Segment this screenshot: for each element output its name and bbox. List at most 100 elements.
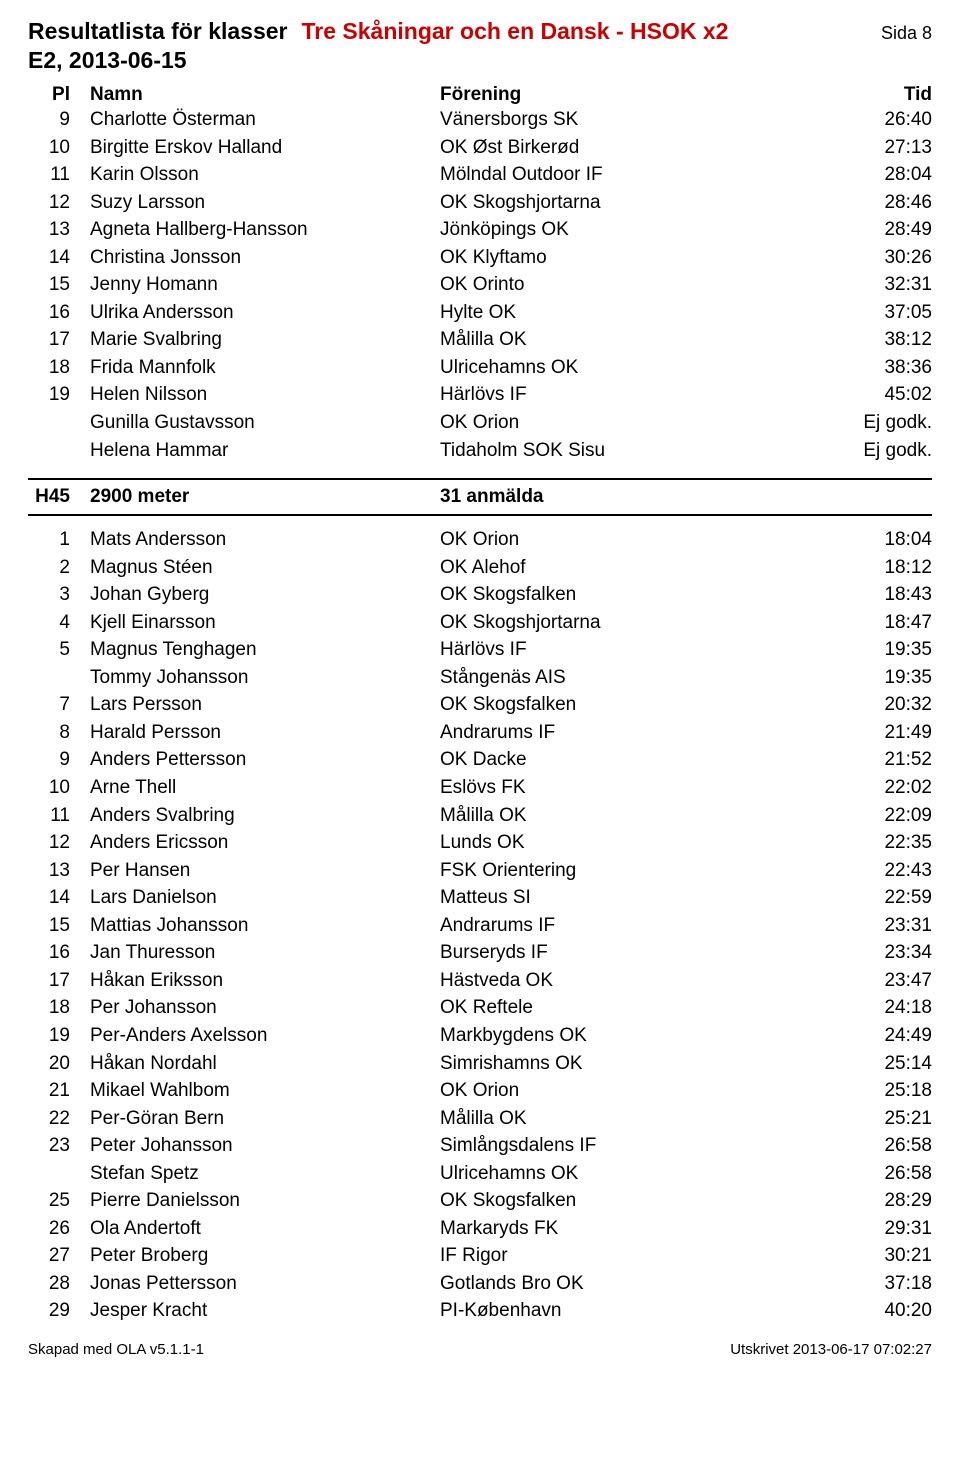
cell-time: 25:18: [816, 1077, 932, 1105]
cell-time: 32:31: [816, 271, 932, 299]
table-row: 28Jonas PetterssonGotlands Bro OK37:18: [28, 1270, 932, 1298]
cell-club: Vänersborgs SK: [440, 106, 816, 134]
cell-name: Suzy Larsson: [84, 189, 440, 217]
cell-name: Per-Göran Bern: [84, 1105, 440, 1133]
cell-time: 38:36: [816, 354, 932, 382]
cell-club: Jönköpings OK: [440, 216, 816, 244]
cell-name: Karin Olsson: [84, 161, 440, 189]
cell-pl: 5: [28, 636, 84, 664]
cell-pl: 23: [28, 1132, 84, 1160]
cell-time: 37:18: [816, 1270, 932, 1298]
cell-club: OK Klyftamo: [440, 244, 816, 272]
table-row: 15Mattias JohanssonAndrarums IF23:31: [28, 912, 932, 940]
cell-club: Burseryds IF: [440, 939, 816, 967]
cell-name: Mats Andersson: [84, 526, 440, 554]
cell-pl: 29: [28, 1297, 84, 1325]
cell-club: OK Orion: [440, 526, 816, 554]
table-row: 14Lars DanielsonMatteus SI22:59: [28, 884, 932, 912]
footer-left: Skapad med OLA v5.1.1-1: [28, 1341, 204, 1358]
cell-pl: 18: [28, 354, 84, 382]
cell-pl: 12: [28, 189, 84, 217]
cell-name: Jenny Homann: [84, 271, 440, 299]
cell-club: Målilla OK: [440, 326, 816, 354]
cell-club: Markbygdens OK: [440, 1022, 816, 1050]
table-row: 13Per HansenFSK Orientering22:43: [28, 857, 932, 885]
cell-pl: 9: [28, 746, 84, 774]
cell-club: OK Skogshjortarna: [440, 609, 816, 637]
table-row: 22Per-Göran BernMålilla OK25:21: [28, 1105, 932, 1133]
table-row: 26Ola AndertoftMarkaryds FK29:31: [28, 1215, 932, 1243]
cell-name: Mikael Wahlbom: [84, 1077, 440, 1105]
cell-pl: 13: [28, 857, 84, 885]
cell-club: OK Skogsfalken: [440, 691, 816, 719]
table-row: 13Agneta Hallberg-HanssonJönköpings OK28…: [28, 216, 932, 244]
table-row: 16Jan ThuressonBurseryds IF23:34: [28, 939, 932, 967]
table-row: 18Frida MannfolkUlricehamns OK38:36: [28, 354, 932, 382]
cell-club: Målilla OK: [440, 1105, 816, 1133]
table-row: 20Håkan NordahlSimrishamns OK25:14: [28, 1050, 932, 1078]
cell-pl: 21: [28, 1077, 84, 1105]
cell-time: 22:59: [816, 884, 932, 912]
cell-pl: 9: [28, 106, 84, 134]
table-row: 19Per-Anders AxelssonMarkbygdens OK24:49: [28, 1022, 932, 1050]
cell-name: Mattias Johansson: [84, 912, 440, 940]
cell-time: Ej godk.: [816, 437, 932, 465]
cell-name: Anders Svalbring: [84, 802, 440, 830]
table-row: 9Charlotte ÖstermanVänersborgs SK26:40: [28, 106, 932, 134]
cell-pl: 17: [28, 967, 84, 995]
table-row: 15Jenny HomannOK Orinto32:31: [28, 271, 932, 299]
table-row: 25Pierre DanielssonOK Skogsfalken28:29: [28, 1187, 932, 1215]
cell-pl: 17: [28, 326, 84, 354]
cell-time: 23:34: [816, 939, 932, 967]
cell-time: 19:35: [816, 664, 932, 692]
cell-club: Matteus SI: [440, 884, 816, 912]
cell-name: Jonas Pettersson: [84, 1270, 440, 1298]
table-row: 12Anders EricssonLunds OK22:35: [28, 829, 932, 857]
table-row: 9Anders PetterssonOK Dacke21:52: [28, 746, 932, 774]
cell-club: Hylte OK: [440, 299, 816, 327]
cell-pl: [28, 437, 84, 465]
table-row: 1Mats AnderssonOK Orion18:04: [28, 526, 932, 554]
cell-time: 22:02: [816, 774, 932, 802]
col-pl: Pl: [28, 84, 84, 106]
cell-name: Marie Svalbring: [84, 326, 440, 354]
title-row: Resultatlista för klasser Tre Skåningar …: [28, 18, 932, 45]
cell-pl: 7: [28, 691, 84, 719]
cell-time: 26:40: [816, 106, 932, 134]
cell-pl: 14: [28, 884, 84, 912]
cell-time: 18:43: [816, 581, 932, 609]
cell-name: Peter Broberg: [84, 1242, 440, 1270]
table-row: 12Suzy LarssonOK Skogshjortarna28:46: [28, 189, 932, 217]
cell-pl: 25: [28, 1187, 84, 1215]
table-row: 23Peter JohanssonSimlångsdalens IF26:58: [28, 1132, 932, 1160]
cell-name: Pierre Danielsson: [84, 1187, 440, 1215]
cell-club: Ulricehamns OK: [440, 354, 816, 382]
cell-club: Härlövs IF: [440, 381, 816, 409]
cell-time: 27:13: [816, 134, 932, 162]
cell-name: Stefan Spetz: [84, 1160, 440, 1188]
cell-pl: 20: [28, 1050, 84, 1078]
cell-club: Tidaholm SOK Sisu: [440, 437, 816, 465]
cell-time: 29:31: [816, 1215, 932, 1243]
cell-name: Jesper Kracht: [84, 1297, 440, 1325]
cell-name: Per-Anders Axelsson: [84, 1022, 440, 1050]
cell-pl: [28, 409, 84, 437]
cell-pl: 4: [28, 609, 84, 637]
table-row: 17Marie SvalbringMålilla OK38:12: [28, 326, 932, 354]
cell-pl: 19: [28, 381, 84, 409]
cell-time: 22:09: [816, 802, 932, 830]
table-row: 29Jesper KrachtPI-København40:20: [28, 1297, 932, 1325]
table-row: 17Håkan ErikssonHästveda OK23:47: [28, 967, 932, 995]
cell-club: Andrarums IF: [440, 912, 816, 940]
table-row: 4Kjell EinarssonOK Skogshjortarna18:47: [28, 609, 932, 637]
footer: Skapad med OLA v5.1.1-1 Utskrivet 2013-0…: [28, 1341, 932, 1358]
cell-pl: 18: [28, 994, 84, 1022]
cell-club: Stångenäs AIS: [440, 664, 816, 692]
cell-time: 28:29: [816, 1187, 932, 1215]
cell-name: Christina Jonsson: [84, 244, 440, 272]
cell-time: Ej godk.: [816, 409, 932, 437]
cell-pl: [28, 664, 84, 692]
cell-name: Charlotte Österman: [84, 106, 440, 134]
col-club: Förening: [440, 84, 816, 106]
cell-name: Johan Gyberg: [84, 581, 440, 609]
